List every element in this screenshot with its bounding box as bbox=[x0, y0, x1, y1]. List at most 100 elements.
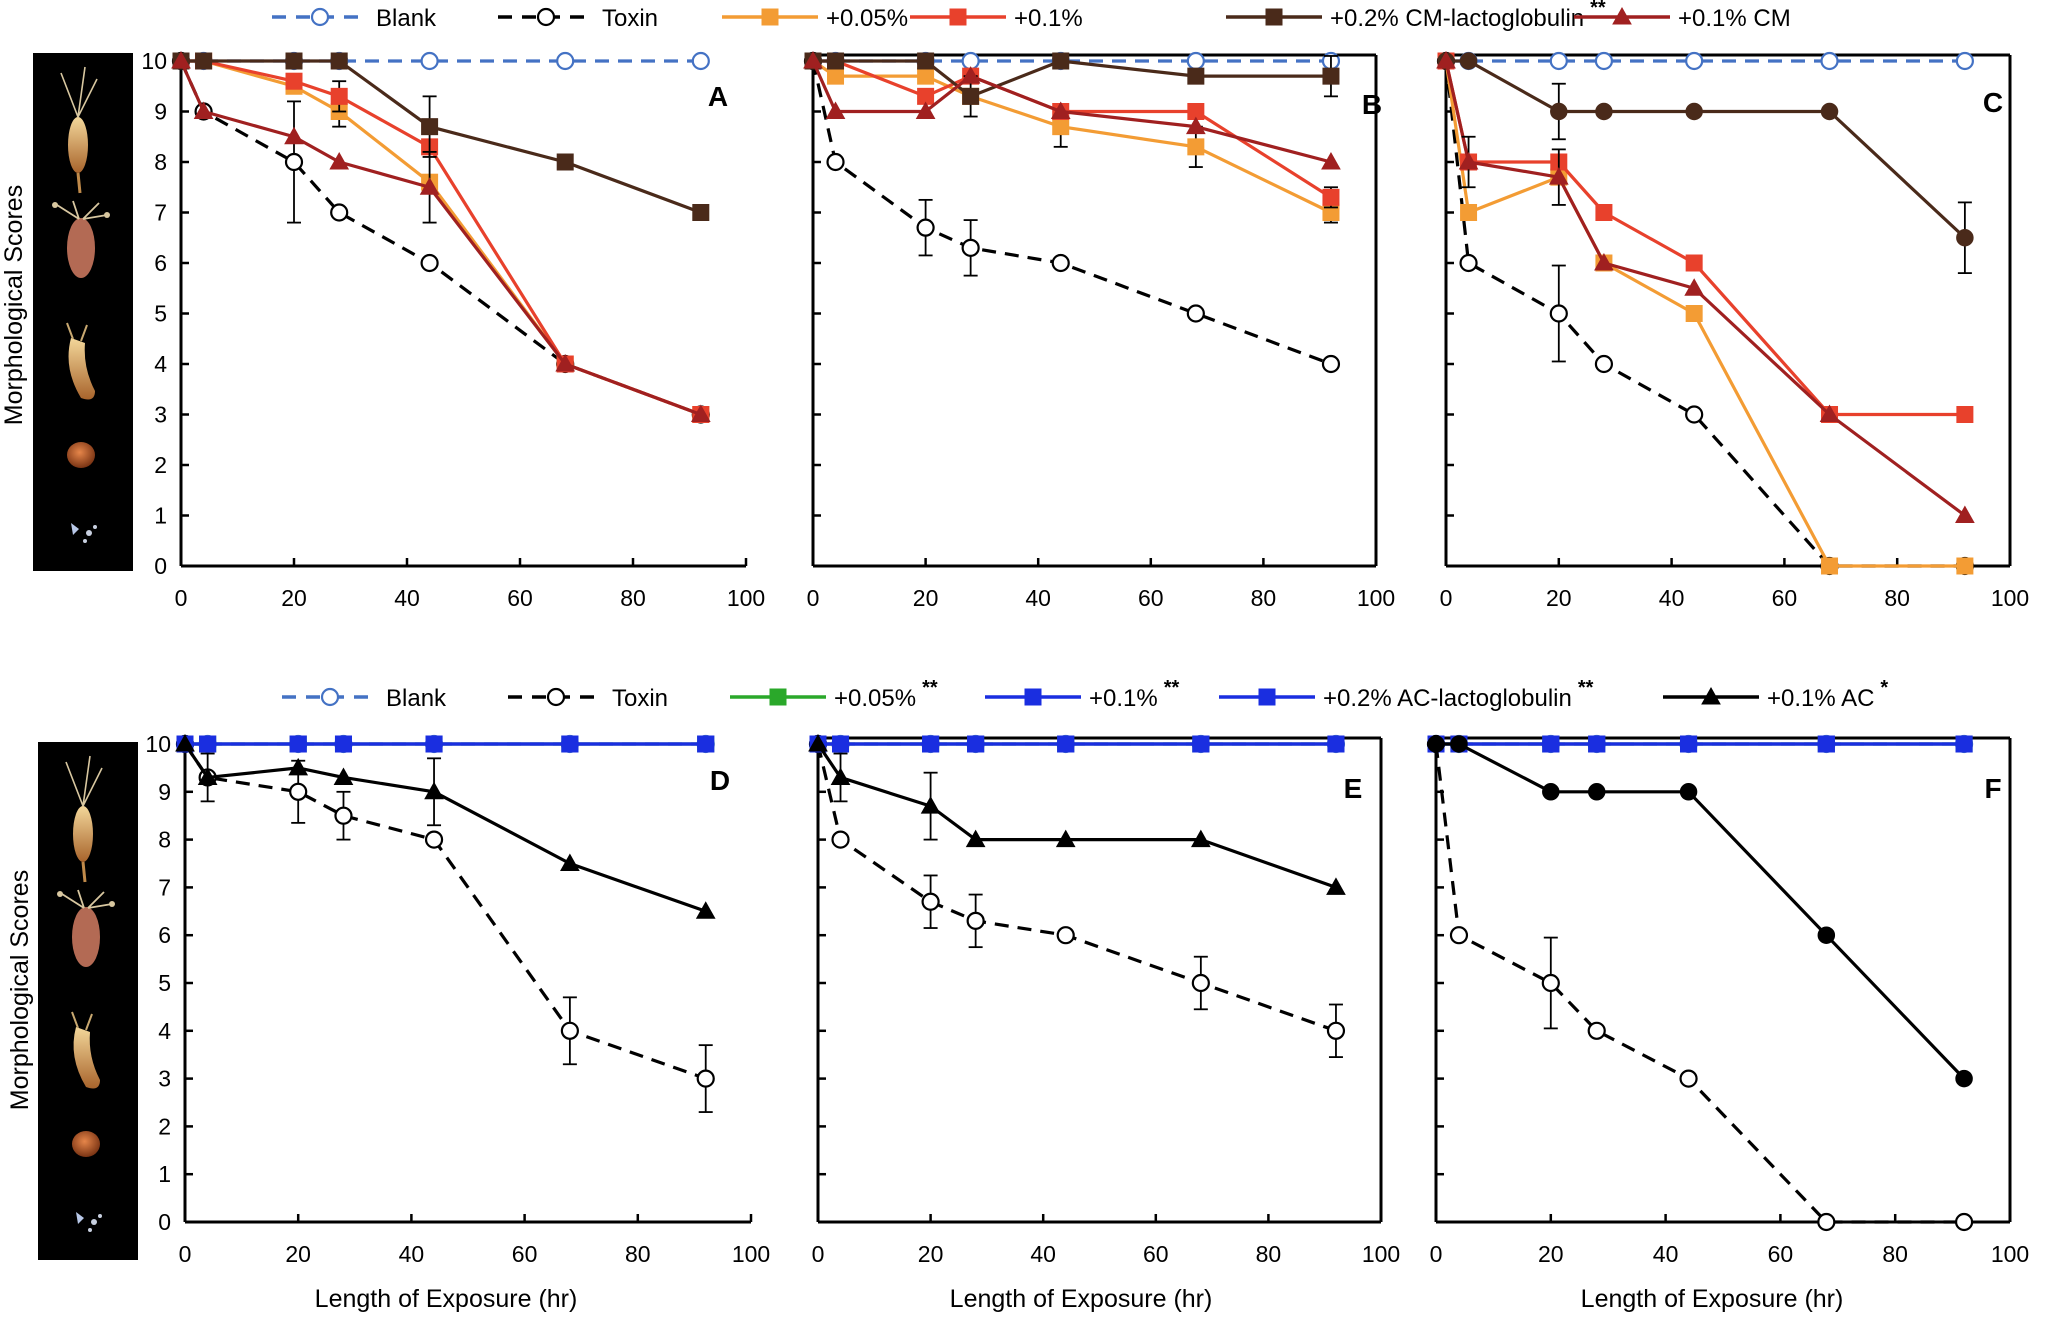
panel-d-point-0-1-ac bbox=[197, 767, 218, 785]
panel-d-point-0-2-ac-lactoglobulin bbox=[561, 735, 579, 753]
panel-c-line-0-2-cm-lactoglobulin bbox=[1446, 59, 1966, 239]
panel-b-point-0-05 bbox=[1187, 138, 1205, 156]
panel-f-x-tick-label: 100 bbox=[1991, 1241, 2029, 1267]
panel-d-line-toxin bbox=[183, 743, 707, 1081]
panel-b-x-tick-label: 20 bbox=[913, 585, 939, 611]
panel-b-point-0-2-cm-lactoglobulin bbox=[917, 52, 935, 70]
panel-e-point-toxin bbox=[1326, 1021, 1346, 1040]
panel-d-point-0-1-ac bbox=[175, 733, 195, 752]
panel-e-x-tick-label: 0 bbox=[812, 1241, 825, 1267]
legend-bottom-label-text: Blank bbox=[386, 685, 447, 712]
panel-f-series-toxin bbox=[1426, 734, 1974, 1232]
legend-bottom-significance-stars: ** bbox=[922, 677, 938, 699]
panel-c-x-tick-label: 80 bbox=[1884, 585, 1910, 611]
panel-a-series-0-2-cm-lactoglobulin bbox=[172, 52, 710, 221]
legend-top-label-text: Toxin bbox=[602, 5, 658, 32]
panel-f-x-tick-label: 80 bbox=[1882, 1241, 1908, 1267]
panel-d-x-tick-label: 40 bbox=[399, 1241, 425, 1267]
panel-c-point-toxin bbox=[1685, 405, 1704, 424]
legend-top-label: +0.1% bbox=[1014, 5, 1083, 32]
panel-c-x-tick-label: 20 bbox=[1546, 585, 1572, 611]
panel-e-series-0-1-ac bbox=[808, 733, 1346, 895]
panel-d-point-0-2-ac-lactoglobulin bbox=[697, 735, 715, 753]
panel-f-point-0-1-ac bbox=[1955, 1069, 1973, 1088]
panel-c-point-0-1-cm bbox=[1436, 50, 1456, 69]
x-axis-title-e: Length of Exposure (hr) bbox=[950, 1285, 1213, 1313]
panel-b-point-0-2-cm-lactoglobulin bbox=[962, 87, 980, 105]
panel-a-point-0-2-cm-lactoglobulin bbox=[556, 153, 574, 171]
panel-b-point-0-1-cm bbox=[960, 66, 981, 84]
panel-d-x-tick-label: 60 bbox=[512, 1241, 538, 1267]
panel-d-point-0-1-ac bbox=[424, 781, 444, 800]
panel-d-y-tick-label: 2 bbox=[158, 1113, 171, 1139]
panel-e-point-0-1-ac bbox=[808, 733, 828, 752]
panel-d-point-toxin bbox=[289, 782, 308, 801]
legend-bottom-swatch-marker bbox=[1258, 688, 1276, 706]
panel-f-point-toxin bbox=[1587, 1021, 1606, 1040]
legend-bottom-label-text: Toxin bbox=[612, 685, 668, 712]
panel-a-point-blank bbox=[556, 51, 575, 71]
panel-a-y-tick-label: 9 bbox=[154, 99, 167, 125]
panel-f-point-toxin bbox=[1449, 926, 1469, 945]
panel-f-series-0-1-ac bbox=[1427, 735, 1973, 1088]
legend-top-label: Toxin bbox=[602, 5, 658, 32]
panel-c-x-tick-label: 40 bbox=[1659, 585, 1685, 611]
panel-c-point-0-05 bbox=[1460, 204, 1478, 221]
legend-bottom-significance-stars: ** bbox=[1578, 677, 1594, 699]
legend-bottom-item-blank: Blank bbox=[282, 685, 447, 712]
legend-top-swatch-marker bbox=[310, 7, 330, 27]
legend-bottom-label-text: +0.1% bbox=[1089, 685, 1158, 712]
panel-a-point-0-1-cm bbox=[419, 177, 440, 195]
panel-e-point-0-1-ac bbox=[920, 796, 941, 814]
panel-b-point-0-2-cm-lactoglobulin bbox=[1322, 67, 1340, 85]
legend-top-item-0-1-cm: +0.1% CM bbox=[1574, 5, 1791, 32]
legend-bottom-significance-stars: * bbox=[1880, 677, 1888, 699]
panel-f-point-0-2-ac-lactoglobulin bbox=[1680, 735, 1698, 753]
panel-c-point-0-05 bbox=[1821, 557, 1839, 575]
panel-b-point-toxin bbox=[1051, 253, 1070, 273]
panel-e-x-tick-label: 60 bbox=[1143, 1241, 1169, 1267]
legend-top: Blank Toxin +0.05% +0.1% +0.2% CM-lactoglobu… bbox=[272, 0, 1791, 32]
panel-a-point-blank bbox=[691, 51, 710, 71]
panel-a-y-tick-label: 5 bbox=[154, 301, 167, 327]
panel-d-x-tick-label: 100 bbox=[732, 1241, 770, 1267]
panel-d-point-0-1-ac bbox=[288, 757, 309, 776]
panel-a-y-tick-label: 7 bbox=[154, 200, 167, 226]
panel-c-point-0-1 bbox=[1956, 406, 1974, 423]
panel-d-point-0-2-ac-lactoglobulin bbox=[289, 735, 307, 753]
panel-c-point-blank bbox=[1549, 51, 1568, 71]
legend-top-item-blank: Blank bbox=[272, 5, 437, 32]
panel-a-point-0-1-cm bbox=[690, 404, 711, 422]
panel-e-point-0-1-ac bbox=[1190, 829, 1211, 848]
panel-d-series-toxin bbox=[175, 734, 715, 1113]
panel-f-point-0-1-ac bbox=[1817, 926, 1836, 944]
legend-bottom-label: +0.05% ** bbox=[834, 677, 938, 712]
panel-c-series-0-05 bbox=[1437, 52, 1974, 575]
x-axis-title-d: Length of Exposure (hr) bbox=[315, 1285, 578, 1313]
panel-e-line-toxin bbox=[816, 743, 1337, 1033]
panel-c-point-0-1-cm bbox=[1594, 252, 1614, 271]
panel-e-point-toxin bbox=[831, 830, 850, 849]
legend-top-item-toxin: Toxin bbox=[498, 5, 658, 32]
panel-c-line-toxin bbox=[1444, 60, 1965, 568]
legend-bottom-label: +0.1% ** bbox=[1089, 677, 1180, 712]
panel-a-point-0-2-cm-lactoglobulin bbox=[692, 204, 710, 221]
panel-b-point-0-2-cm-lactoglobulin bbox=[827, 52, 845, 70]
panel-e-point-0-1-ac bbox=[965, 829, 986, 848]
panel-d-y-tick-label: 8 bbox=[158, 827, 171, 853]
panel-d-y-tick-label: 9 bbox=[158, 779, 171, 805]
panel-c-point-0-1-cm bbox=[1458, 151, 1479, 170]
panel-a-series-0-1-cm bbox=[171, 50, 711, 422]
panel-b-point-0-1-cm bbox=[1321, 151, 1341, 170]
panel-f-point-0-1-ac bbox=[1587, 783, 1606, 801]
panel-a-x-tick-label: 100 bbox=[727, 585, 765, 611]
panel-a-point-0-2-cm-lactoglobulin bbox=[195, 52, 213, 70]
legend-bottom-label-text: +0.05% bbox=[834, 685, 916, 712]
legend-bottom-swatch-marker bbox=[1024, 688, 1042, 706]
panel-b-x-tick-label: 100 bbox=[1357, 585, 1395, 611]
panel-b-x-tick-label: 0 bbox=[807, 585, 820, 611]
panel-f-point-toxin bbox=[1541, 973, 1560, 993]
panel-b-point-0-1-cm bbox=[1185, 116, 1206, 135]
